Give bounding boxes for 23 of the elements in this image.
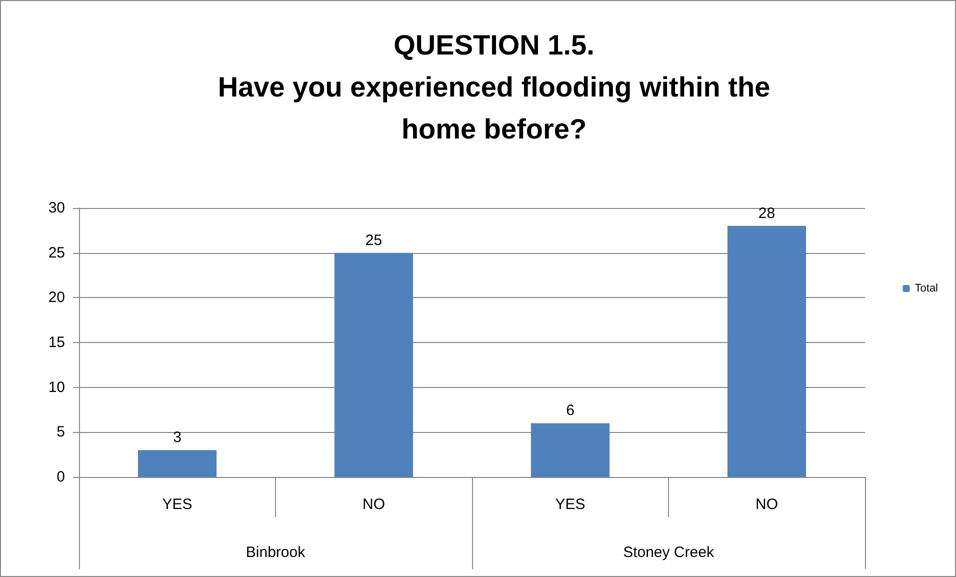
x-tick-label: YES	[162, 496, 192, 513]
data-label: 3	[173, 429, 182, 446]
data-label: 25	[365, 232, 382, 249]
y-tick-label: 10	[48, 378, 65, 396]
x-tick-label: YES	[555, 496, 586, 513]
y-tick-label: 20	[48, 289, 65, 306]
data-label: 6	[566, 402, 574, 420]
bar	[727, 226, 806, 477]
x-tick-label: NO	[756, 496, 778, 513]
text: Binbrook	[246, 544, 306, 561]
y-tick-label: 0	[56, 468, 65, 486]
y-tick-label: 25	[48, 244, 65, 262]
y-tick-label: 5	[56, 424, 65, 441]
legend-label: Total	[914, 282, 938, 294]
chart-title: QUESTION 1.5. Have you experienced flooding within the home before?	[218, 30, 770, 144]
bar	[530, 423, 610, 477]
data-label: 28	[758, 204, 776, 222]
bar	[334, 252, 414, 477]
bar	[138, 450, 217, 477]
y-tick-label: 30	[48, 200, 65, 216]
y-tick-label: 15	[48, 334, 65, 351]
text: Stoney Creek	[623, 544, 714, 561]
x-tick-label: NO	[362, 496, 385, 513]
